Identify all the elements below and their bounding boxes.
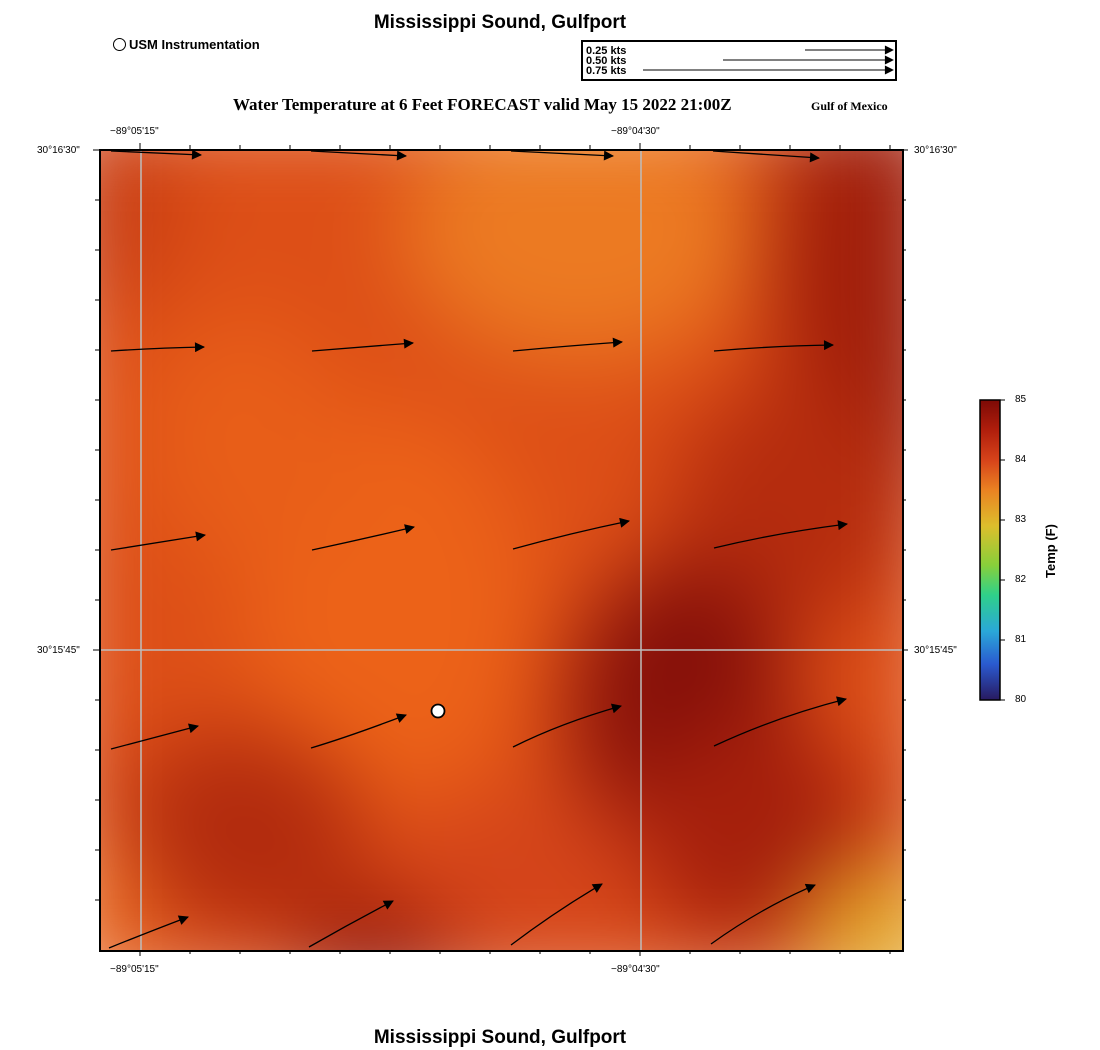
lat-tick-label-right-1: 30°16'30"	[914, 145, 957, 156]
current-vector	[311, 524, 415, 551]
station-legend: USM Instrumentation	[113, 37, 260, 52]
vector-legend-label-025: 0.25 kts	[586, 45, 627, 57]
map-overlay	[101, 151, 902, 950]
lat-tick-label-left-2: 30°15'45"	[37, 645, 80, 656]
lon-tick-label-bottom-2: −89°04'30"	[611, 964, 660, 975]
current-vector	[110, 342, 205, 353]
vector-legend-label-075: 0.75 kts	[586, 65, 627, 77]
current-vector	[110, 151, 202, 160]
lon-tick-label-top-2: −89°04'30"	[611, 126, 660, 137]
station-legend-label: USM Instrumentation	[129, 37, 260, 52]
station-marker[interactable]	[430, 703, 446, 719]
lat-tick-label-left-1: 30°16'30"	[37, 145, 80, 156]
current-vector	[512, 703, 622, 748]
current-vector	[110, 531, 206, 551]
current-vector	[710, 883, 816, 945]
current-vector	[310, 713, 407, 749]
colorbar-label: Temp (F)	[1043, 524, 1058, 578]
colorbar-tick-80: 80	[1015, 694, 1027, 705]
lon-tick-label-bottom-1: −89°05'15"	[110, 964, 159, 975]
colorbar-tick-83: 83	[1015, 514, 1027, 525]
colorbar-tick-82: 82	[1015, 574, 1027, 585]
vector-legend: 0.25 kts 0.50 kts 0.75 kts	[581, 40, 897, 81]
colorbar-tick-81: 81	[1015, 634, 1027, 645]
current-vector	[110, 723, 199, 750]
header-title: Mississippi Sound, Gulfport	[373, 12, 627, 33]
map-title: Water Temperature at 6 Feet FORECAST val…	[233, 95, 732, 114]
colorbar-tick-85: 85	[1015, 394, 1027, 405]
current-vector	[308, 900, 394, 948]
vector-legend-arrows	[643, 45, 894, 75]
current-vector	[310, 151, 407, 161]
lat-tick-label-right-2: 30°15'45"	[914, 645, 957, 656]
colorbar-tick-84: 84	[1015, 454, 1027, 465]
lon-tick-label-top-1: −89°05'15"	[110, 126, 159, 137]
current-vector	[108, 915, 189, 949]
current-vector	[712, 151, 820, 163]
current-vector	[713, 696, 847, 747]
current-vector	[510, 151, 614, 161]
vector-legend-label-050: 0.50 kts	[586, 55, 627, 67]
station-marker-icon	[113, 38, 126, 51]
current-vector	[713, 340, 834, 352]
colorbar	[979, 399, 1001, 701]
region-label: Gulf of Mexico	[811, 99, 888, 113]
current-vectors	[108, 151, 848, 949]
footer-title: Mississippi Sound, Gulfport	[373, 1027, 627, 1048]
temperature-field	[101, 151, 902, 950]
current-vector	[311, 338, 414, 352]
current-vector	[512, 517, 630, 550]
temperature-map[interactable]	[99, 149, 904, 952]
current-vector	[510, 883, 603, 946]
current-vector	[713, 520, 848, 549]
current-vector	[512, 337, 623, 352]
